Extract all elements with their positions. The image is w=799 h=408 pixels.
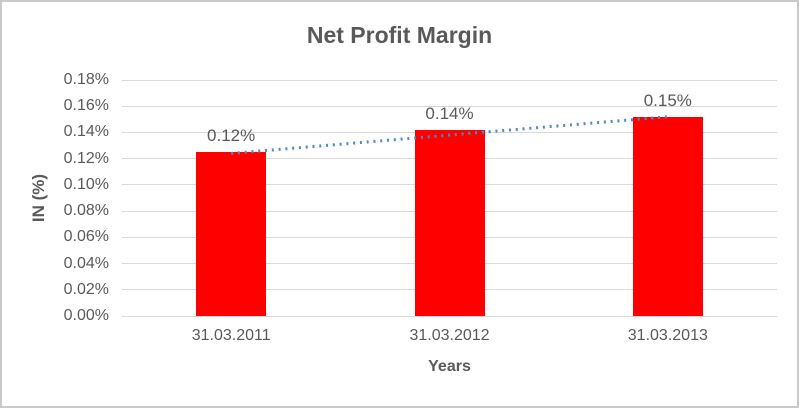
plot-area: 0.12% 0.14% 0.15% xyxy=(122,79,777,317)
x-tick-label: 31.03.2013 xyxy=(627,327,708,344)
y-axis-tick-labels: 0.00% 0.02% 0.04% 0.06% 0.08% 0.10% 0.12% 0.14%… xyxy=(2,71,112,324)
x-tick-label: 31.03.2011 xyxy=(191,327,271,344)
y-tick-label: 0.14% xyxy=(63,123,109,141)
y-tick-label: 0.06% xyxy=(63,228,109,246)
bar xyxy=(632,116,703,316)
bar xyxy=(414,129,485,316)
y-tick-label: 0.04% xyxy=(63,254,109,272)
x-axis-title: Years xyxy=(428,358,471,375)
x-axis-line xyxy=(122,315,777,317)
trendline xyxy=(231,115,668,155)
y-tick-label: 0.02% xyxy=(63,280,109,298)
y-tick-label: 0.10% xyxy=(63,175,109,193)
y-tick-label: 0.00% xyxy=(63,307,109,324)
bar-data-label: 0.14% xyxy=(425,103,474,123)
bar xyxy=(196,152,267,316)
bar-data-label: 0.12% xyxy=(207,126,256,146)
y-gridline xyxy=(122,105,777,107)
bar-data-label: 0.15% xyxy=(643,90,692,110)
y-tick-label: 0.12% xyxy=(63,149,109,167)
y-tick-label: 0.16% xyxy=(63,97,109,115)
x-axis-tick-labels: 31.03.2011 31.03.2012 31.03.2013 xyxy=(122,326,777,348)
x-tick-label: 31.03.2012 xyxy=(409,327,490,344)
y-gridline xyxy=(122,79,777,81)
chart-title: Net Profit Margin xyxy=(306,22,493,48)
y-tick-label: 0.08% xyxy=(63,202,109,220)
y-tick-label: 0.18% xyxy=(63,71,109,88)
